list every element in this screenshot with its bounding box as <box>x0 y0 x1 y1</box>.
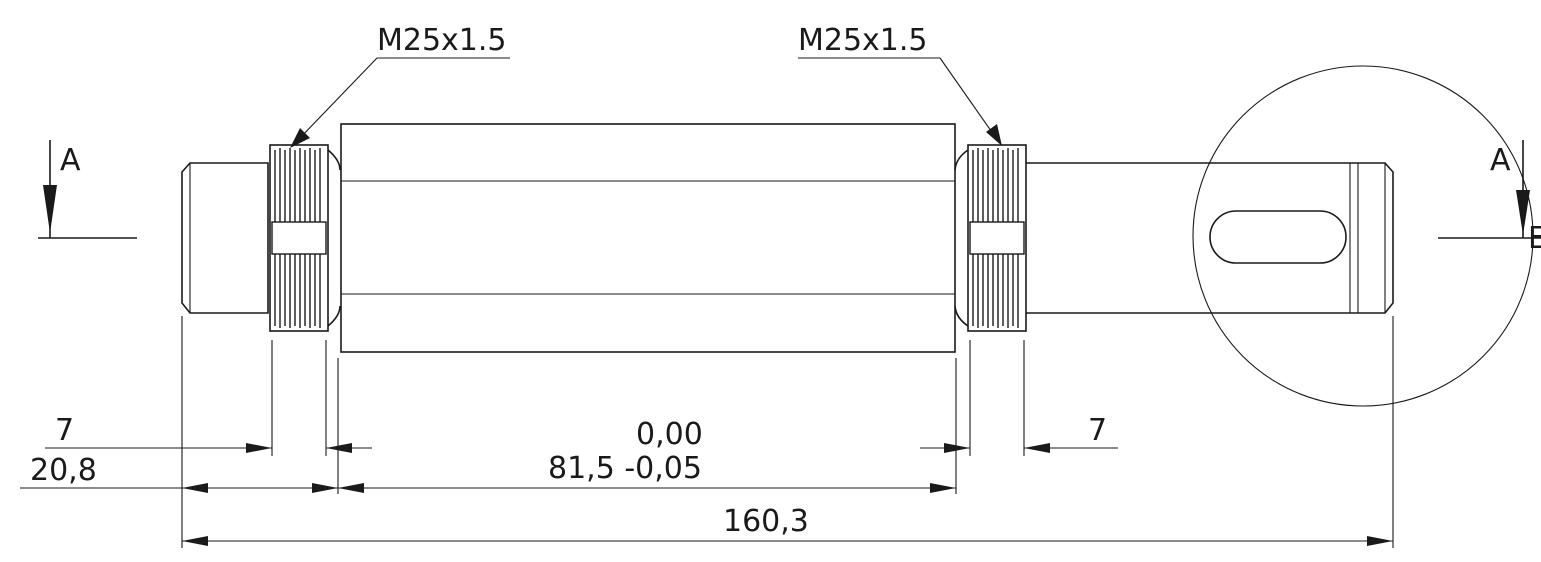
dim-center-length: 0,00 81,5 -0,05 <box>338 417 956 493</box>
thread-callout-left: M25x1.5 <box>290 23 510 148</box>
section-label-cut: E <box>1528 221 1541 256</box>
thread-callout-left-text: M25x1.5 <box>377 23 507 58</box>
detail-circle <box>1192 65 1534 407</box>
dim-left-thread-width: 7 <box>45 413 372 453</box>
dim-overall-length-text: 160,3 <box>723 504 809 539</box>
section-marker-left: A <box>38 140 137 239</box>
dim-left-shoulder-text: 20,8 <box>30 453 97 488</box>
dim-left-thread-width-text: 7 <box>55 413 74 448</box>
dim-center-tol-upper-text: 0,00 <box>636 417 703 452</box>
dim-left-shoulder: 20,8 <box>20 453 338 493</box>
section-label-left: A <box>60 143 81 178</box>
keyway-slot <box>1209 210 1347 264</box>
section-label-right: A <box>1490 143 1511 178</box>
thread-callout-right-text: M25x1.5 <box>798 23 928 58</box>
thread-callout-right: M25x1.5 <box>798 23 1002 146</box>
shaft-body <box>181 65 1534 407</box>
section-marker-right: A E <box>1438 140 1541 256</box>
dim-right-thread-width-text: 7 <box>1088 413 1107 448</box>
extension-lines <box>181 316 1394 548</box>
dim-overall-length: 160,3 <box>182 504 1393 546</box>
dim-right-thread-width: 7 <box>920 413 1118 453</box>
dim-center-length-text: 81,5 -0,05 <box>548 451 702 486</box>
